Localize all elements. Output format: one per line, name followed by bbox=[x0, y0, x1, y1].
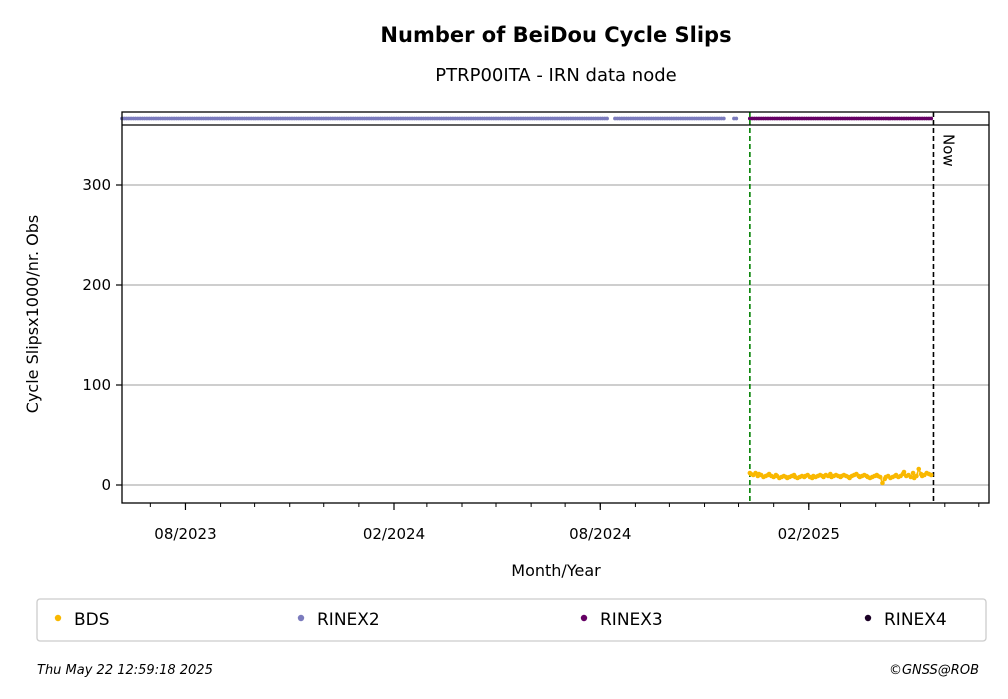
legend-marker-rinex3 bbox=[580, 614, 588, 622]
rinex2-point bbox=[721, 116, 726, 121]
x-tick-label: 08/2024 bbox=[569, 525, 631, 543]
legend-label-rinex3: RINEX3 bbox=[600, 610, 663, 630]
legend-marker-bds bbox=[54, 614, 62, 622]
y-tick-label: 200 bbox=[82, 276, 111, 294]
legend: BDS RINEX2 RINEX3 RINEX4 bbox=[54, 610, 947, 630]
rinex3-point bbox=[929, 116, 934, 121]
legend-label-rinex2: RINEX2 bbox=[317, 610, 380, 630]
now-label: Now bbox=[939, 134, 957, 167]
x-axis-ticks: 08/2023 02/2024 08/2024 02/2025 bbox=[149, 503, 980, 543]
x-axis-label: Month/Year bbox=[511, 561, 601, 580]
plot-frame bbox=[121, 111, 990, 504]
footer-timestamp: Thu May 22 12:59:18 2025 bbox=[37, 663, 213, 678]
grid-lines bbox=[122, 184, 989, 486]
legend-box bbox=[36, 598, 987, 642]
y-axis-label: Cycle Slipsx1000/nr. Obs bbox=[23, 215, 42, 413]
availability-band bbox=[120, 116, 934, 121]
legend-label-rinex4: RINEX4 bbox=[884, 610, 947, 630]
y-axis-ticks: 0 100 200 300 bbox=[82, 176, 122, 494]
legend-marker-rinex2 bbox=[297, 614, 305, 622]
x-tick-label: 08/2023 bbox=[154, 525, 216, 543]
rinex2-point bbox=[734, 116, 739, 121]
footer-credit: ©GNSS@ROB bbox=[889, 663, 979, 678]
y-tick-label: 300 bbox=[82, 176, 111, 194]
bds-point bbox=[928, 472, 934, 478]
date-markers: Now bbox=[749, 112, 957, 503]
y-tick-label: 100 bbox=[82, 376, 111, 394]
chart-subtitle: PTRP00ITA - IRN data node bbox=[435, 65, 676, 86]
legend-marker-rinex4 bbox=[864, 614, 872, 622]
y-tick-label: 0 bbox=[101, 476, 111, 494]
rinex2-point bbox=[605, 116, 609, 121]
legend-label-bds: BDS bbox=[74, 610, 110, 630]
x-tick-label: 02/2025 bbox=[778, 525, 840, 543]
x-tick-label: 02/2024 bbox=[363, 525, 425, 543]
bds-points bbox=[747, 466, 934, 486]
chart-title: Number of BeiDou Cycle Slips bbox=[380, 23, 731, 47]
